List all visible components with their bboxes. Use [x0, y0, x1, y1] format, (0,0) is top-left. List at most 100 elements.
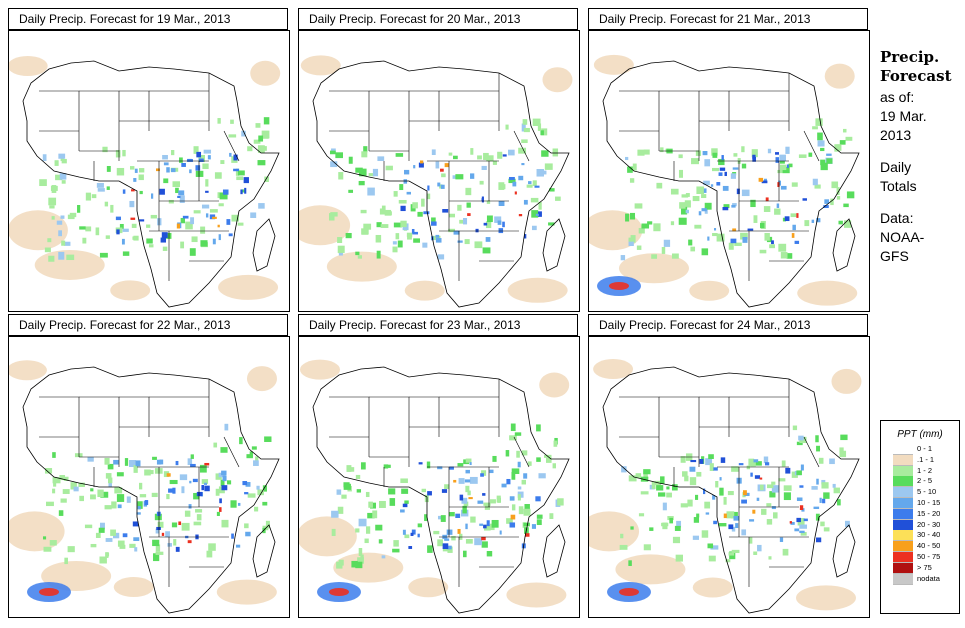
precip-cell [242, 481, 248, 486]
precip-cell [794, 528, 800, 532]
precip-cell [684, 200, 691, 208]
precip-cell [384, 209, 392, 216]
precip-map [298, 30, 580, 312]
precip-cell [756, 497, 760, 501]
precip-cell [265, 520, 270, 529]
coastline [312, 366, 570, 614]
precip-cell [237, 170, 245, 176]
precip-cell [335, 152, 343, 159]
precip-cell [360, 554, 364, 558]
precip-cell [676, 520, 682, 528]
precip-cell [226, 480, 232, 485]
precip-cell [413, 238, 420, 243]
precip-cell [711, 148, 718, 156]
precip-cell [191, 236, 198, 243]
precip-cell [96, 182, 104, 188]
storm-core [609, 282, 629, 290]
precip-cell [59, 475, 66, 481]
precip-cell [247, 493, 256, 498]
precip-cell [635, 473, 642, 479]
precip-cell [426, 193, 431, 200]
precip-cell [771, 481, 776, 485]
precip-patch [542, 67, 573, 93]
precip-cell [136, 512, 141, 515]
precip-cell [62, 489, 70, 494]
precip-cell [48, 255, 55, 262]
precip-cell [535, 213, 539, 216]
legend-row: 2 - 5 [881, 476, 959, 488]
precip-cell [206, 550, 213, 558]
precip-cell [116, 472, 124, 477]
legend-label: 15 - 20 [917, 508, 941, 518]
precip-cell [765, 197, 769, 202]
legend-swatch [893, 444, 913, 455]
country-border [513, 130, 530, 162]
precip-cell [836, 144, 842, 151]
precip-cell [508, 149, 515, 156]
precip-cell [716, 182, 721, 186]
precip-cell [475, 228, 479, 233]
precip-cell [418, 462, 423, 465]
forecast-panel-5: Daily Precip. Forecast for 23 Mar., 2013 [298, 314, 580, 618]
precip-cell [263, 117, 270, 125]
precip-cell [731, 466, 739, 472]
precip-cell [725, 559, 731, 563]
precip-cell [368, 173, 375, 177]
precip-cell [845, 136, 853, 141]
panel-title: Daily Precip. Forecast for 22 Mar., 2013 [8, 314, 288, 336]
precip-cell [219, 498, 222, 504]
coastline [22, 60, 280, 308]
precip-cell [58, 510, 64, 516]
legend-label: 20 - 30 [917, 519, 941, 529]
precip-cell [764, 178, 767, 183]
precip-cell [104, 201, 109, 207]
precip-cell [44, 247, 51, 253]
precip-cell [138, 174, 144, 181]
precip-cell [90, 543, 97, 548]
precip-cell [741, 146, 745, 153]
precip-cell [627, 166, 633, 173]
precip-cell [658, 492, 666, 497]
precip-cell [506, 478, 511, 485]
legend-swatch [893, 562, 913, 574]
totals-label: Daily [880, 159, 912, 175]
precip-cell [256, 485, 260, 490]
precip-cell [169, 479, 178, 485]
precip-cell [481, 470, 487, 476]
precip-cell [545, 457, 552, 463]
precip-cell [782, 217, 787, 222]
precip-cell [426, 461, 431, 469]
madagascar-outline [832, 524, 856, 578]
precip-cell [253, 460, 259, 466]
precip-cell [200, 240, 208, 247]
precip-cell [122, 533, 128, 538]
precip-cell [651, 254, 658, 259]
precip-cell [42, 154, 47, 161]
precip-cell [802, 198, 807, 201]
precip-cell [632, 163, 637, 171]
precip-cell [99, 556, 107, 564]
precip-cell [846, 191, 855, 199]
precip-cell [262, 485, 267, 492]
precip-cell [761, 180, 768, 184]
precip-cell [720, 457, 726, 463]
precip-cell [498, 182, 505, 190]
precip-cell [51, 216, 55, 220]
precip-cell [435, 161, 440, 169]
precip-cell [621, 466, 627, 473]
precip-cell [172, 181, 181, 187]
precip-cell [465, 187, 472, 196]
precip-cell [129, 460, 136, 467]
precip-cell [555, 196, 561, 201]
precip-cell [61, 158, 67, 164]
precip-cell [218, 203, 224, 207]
precip-cell [159, 188, 165, 195]
precip-cell [399, 184, 404, 191]
precip-cell [524, 504, 530, 510]
precip-cell [689, 466, 696, 472]
precip-cell [510, 514, 516, 520]
precip-cell [204, 462, 210, 466]
precip-cell [823, 492, 830, 499]
precip-cell [530, 197, 539, 203]
precip-cell [132, 521, 139, 527]
